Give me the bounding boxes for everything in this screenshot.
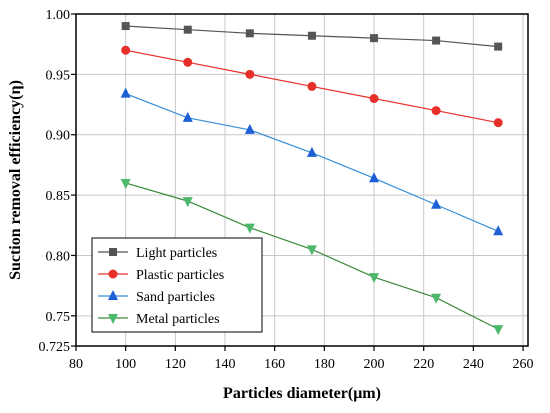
- data-point: [244, 123, 255, 134]
- y-tick-label: 0.95: [46, 68, 71, 83]
- legend-label: Metal particles: [136, 312, 220, 327]
- data-point: [244, 223, 255, 234]
- data-point: [183, 57, 193, 67]
- data-point: [431, 106, 441, 116]
- x-tick-label: 120: [165, 357, 186, 372]
- legend-marker: [109, 248, 117, 256]
- data-point: [307, 81, 317, 91]
- series-layer: [120, 22, 504, 336]
- data-point: [369, 273, 380, 284]
- legend-item: Light particles: [98, 246, 217, 261]
- legend-marker: [108, 290, 118, 300]
- x-axis-title: Particles diameter(μm): [223, 385, 381, 402]
- data-point: [121, 45, 131, 55]
- x-tick-label: 180: [314, 357, 335, 372]
- legend-box: [91, 237, 263, 333]
- legend-label: Sand particles: [136, 290, 215, 305]
- data-point: [369, 94, 379, 104]
- data-point: [120, 87, 131, 98]
- data-point: [245, 29, 254, 38]
- plot-frame: [75, 13, 529, 347]
- data-point: [432, 36, 441, 45]
- y-tick-label: 0.85: [46, 189, 71, 204]
- legend-item: Plastic particles: [98, 268, 224, 283]
- data-point: [306, 245, 317, 256]
- axes: 80 100 120 140 160 180 200 220 240 260 0.725 0.75 0.…: [39, 8, 534, 372]
- data-point: [120, 179, 131, 190]
- legend-item: Metal particles: [98, 312, 220, 327]
- x-tick-label: 200: [364, 357, 385, 372]
- x-tick-label: 80: [69, 357, 83, 372]
- x-tick-label: 240: [463, 357, 484, 372]
- data-point: [245, 69, 255, 79]
- data-point: [182, 111, 193, 122]
- legend: Light particles Plastic particles Sand par…: [91, 237, 263, 333]
- x-tick-label: 260: [513, 357, 534, 372]
- series-light-particles: [121, 22, 503, 51]
- x-tick-label: 220: [413, 357, 434, 372]
- data-point: [431, 198, 442, 209]
- data-point: [370, 34, 379, 43]
- y-tick-label: 0.75: [46, 310, 71, 325]
- data-point: [182, 197, 193, 208]
- y-tick-label: 0.90: [46, 129, 71, 144]
- x-tick-label: 140: [215, 357, 236, 372]
- x-tick-label: 100: [115, 357, 136, 372]
- legend-marker: [108, 269, 118, 279]
- y-tick-label: 1.00: [46, 8, 71, 23]
- y-tick-label: 0.80: [46, 249, 71, 264]
- series-sand-particles: [120, 87, 504, 236]
- data-point: [431, 293, 442, 304]
- data-point: [493, 118, 503, 128]
- y-axis-title: Suction removal efficiency(η): [7, 80, 24, 280]
- data-point: [307, 31, 316, 40]
- series-metal-particles: [120, 179, 504, 336]
- data-point: [369, 172, 380, 183]
- data-point: [493, 225, 504, 236]
- data-point: [306, 146, 317, 157]
- y-tick-label: 0.725: [39, 340, 71, 355]
- legend-item: Sand particles: [98, 290, 215, 305]
- legend-label: Light particles: [136, 246, 217, 261]
- data-point: [121, 22, 130, 31]
- x-tick-label: 160: [264, 357, 285, 372]
- data-point: [494, 42, 503, 51]
- legend-label: Plastic particles: [136, 268, 224, 283]
- data-point: [183, 25, 192, 34]
- legend-marker: [108, 314, 118, 324]
- series-plastic-particles: [121, 45, 503, 128]
- data-point: [493, 325, 504, 336]
